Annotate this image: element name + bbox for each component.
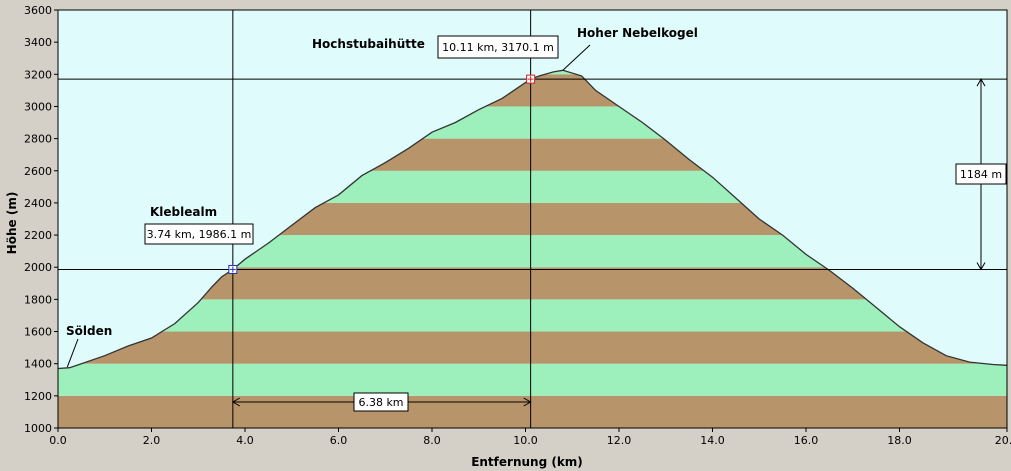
x-tick-label: 6.0: [330, 434, 348, 447]
hochstubaihuette-label: Hochstubaihütte: [312, 37, 425, 51]
peak-pointer: [562, 44, 591, 71]
x-axis-ticks: 0.0 2.0 4.0 6.0 8.0 10.0 12.0 14.0 16.0 18.0 20.3: [49, 428, 1011, 447]
distance-arrowhead-right: [523, 397, 532, 407]
y-tick-label: 3000: [24, 100, 52, 113]
y-tick-label: 2400: [24, 197, 52, 210]
y-tick-label: 1400: [24, 358, 52, 371]
x-tick-label: 2.0: [143, 434, 161, 447]
x-tick-label: 18.0: [887, 434, 912, 447]
height-arrowhead-bottom: [976, 262, 986, 271]
y-tick-label: 3200: [24, 68, 52, 81]
x-tick-label: 12.0: [607, 434, 632, 447]
height-arrowhead-top: [976, 78, 986, 87]
height-dimension-text: 1184 m: [960, 168, 1002, 181]
x-tick-label: 20.3: [995, 434, 1011, 447]
marker-box-kleblealm-text: 3.74 km, 1986.1 m: [147, 228, 252, 241]
distance-dimension-text: 6.38 km: [358, 396, 403, 409]
x-tick-label: 4.0: [236, 434, 254, 447]
x-tick-label: 8.0: [423, 434, 441, 447]
marker-box-hochstubaihuette-text: 10.11 km, 3170.1 m: [442, 41, 554, 54]
y-axis-ticks: 1000 1200 1400 1600 1800 2000 2200 2400 2600 2800…: [24, 4, 58, 435]
y-tick-label: 1800: [24, 293, 52, 306]
markers: [228, 74, 536, 274]
elevation-band: [58, 363, 1007, 396]
height-dimension-label: 1184 m: [955, 163, 1007, 185]
marker-box-hochstubaihuette: 10.11 km, 3170.1 m: [437, 35, 559, 59]
x-tick-label: 10.0: [513, 434, 538, 447]
y-tick-label: 3400: [24, 36, 52, 49]
elevation-band: [58, 299, 1007, 332]
y-tick-label: 2000: [24, 261, 52, 274]
soelden-label: Sölden: [66, 324, 112, 338]
x-axis-title: Entfernung (km): [471, 455, 583, 469]
marker-box-kleblealm: 3.74 km, 1986.1 m: [144, 223, 254, 245]
kleblealm-label: Kleblealm: [150, 205, 217, 219]
x-tick-label: 0.0: [49, 434, 67, 447]
x-tick-label: 16.0: [794, 434, 819, 447]
soelden-pointer: [66, 338, 79, 368]
y-axis-title: Höhe (m): [5, 192, 19, 255]
distance-dimension-label: 6.38 km: [353, 392, 409, 412]
distance-arrowhead-left: [231, 397, 241, 407]
x-tick-label: 14.0: [700, 434, 725, 447]
y-tick-label: 3600: [24, 4, 52, 17]
peak-label: Hoher Nebelkogel: [577, 26, 698, 40]
y-tick-label: 1000: [24, 422, 52, 435]
elevation-band: [58, 395, 1007, 428]
y-tick-label: 2800: [24, 133, 52, 146]
y-tick-label: 2200: [24, 229, 52, 242]
plot-frame: [57, 9, 1008, 429]
y-tick-label: 1600: [24, 326, 52, 339]
elevation-band: [58, 331, 1007, 364]
y-tick-label: 1200: [24, 390, 52, 403]
y-tick-label: 2600: [24, 165, 52, 178]
